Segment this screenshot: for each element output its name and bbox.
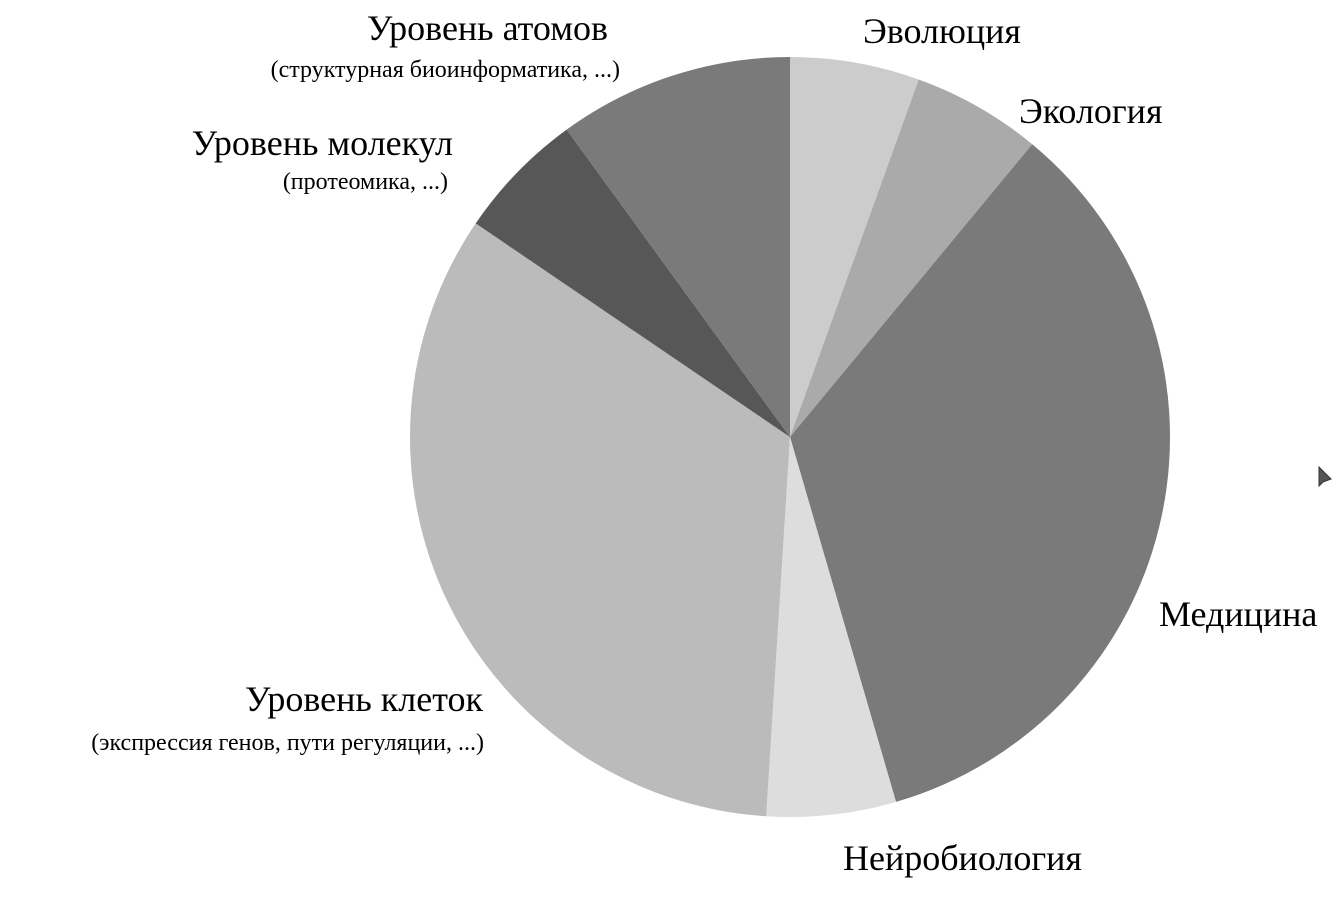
pie-slice-molecules [475,129,790,437]
pie-slice-neurobiology [766,437,897,817]
slice-label-medicine: Медицина [1159,594,1317,634]
pie-slice-medicine [790,144,1170,802]
slice-label-atoms: Уровень атомов [367,8,608,48]
slice-label-ecology: Экология [1019,91,1163,131]
slice-sublabel-cells: (экспрессия генов, пути регуляции, ...) [91,730,484,756]
slice-label-cells: Уровень клеток [245,679,483,719]
slice-label-neurobiology: Нейробиология [843,838,1082,878]
mouse-cursor-icon [1318,466,1332,488]
slice-sublabel-molecules: (протеомика, ...) [283,169,448,195]
pie-slice-ecology [790,79,1033,438]
pie-labels: Эволюция Экология Медицина Нейробиология… [91,8,1317,878]
pie-slices [409,57,1170,817]
pie-slice-evolution [790,57,919,437]
slice-sublabel-atoms: (структурная биоинформатика, ...) [271,57,620,83]
pie-slice-cells [409,223,790,817]
slice-label-molecules: Уровень молекул [192,123,453,163]
slice-label-evolution: Эволюция [863,11,1021,51]
pie-slice-atoms [566,57,790,437]
